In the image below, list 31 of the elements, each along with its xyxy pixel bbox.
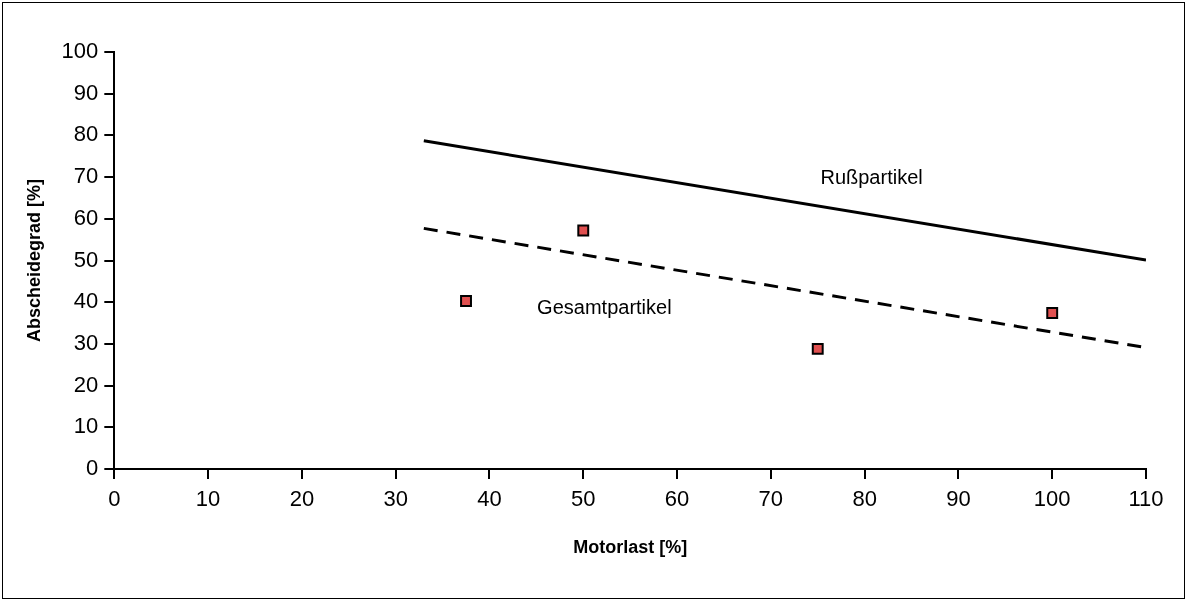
y-tick-label: 20 <box>73 371 99 397</box>
y-tick-label: 90 <box>73 79 99 105</box>
y-tick-label: 10 <box>73 413 99 439</box>
x-tick-label: 30 <box>383 486 408 512</box>
x-tick-label: 110 <box>1128 486 1164 512</box>
x-tick-label: 90 <box>946 486 971 512</box>
y-tick-label: 100 <box>61 38 99 64</box>
x-axis-title: Motorlast [%] <box>573 537 688 558</box>
x-tick-label: 20 <box>289 486 315 512</box>
point <box>577 224 590 237</box>
x-tick-label: 0 <box>108 486 121 512</box>
x-tick-label: 80 <box>852 486 877 512</box>
x-tick-label: 60 <box>664 486 690 512</box>
point <box>460 295 472 307</box>
x-tick-label: 50 <box>571 486 596 512</box>
y-tick-label: 80 <box>73 121 99 147</box>
point <box>1046 307 1059 319</box>
y-tick-label: 70 <box>73 163 99 189</box>
y-tick-label: 50 <box>73 246 99 272</box>
x-tick-label: 100 <box>1033 486 1071 512</box>
point <box>811 342 824 355</box>
y-tick-label: 30 <box>73 329 99 355</box>
series-label: Rußpartikel <box>820 166 923 189</box>
x-tick-label: 70 <box>758 486 784 512</box>
y-axis-title: Abscheidegrad [%] <box>23 178 44 343</box>
y-tick-label: 60 <box>73 204 99 230</box>
y-tick-label: 0 <box>86 455 99 481</box>
y-tick-label: 40 <box>73 288 99 314</box>
x-tick-label: 10 <box>195 486 221 512</box>
x-tick-label: 40 <box>477 486 502 512</box>
series-label: Gesamtpartikel <box>537 295 672 318</box>
